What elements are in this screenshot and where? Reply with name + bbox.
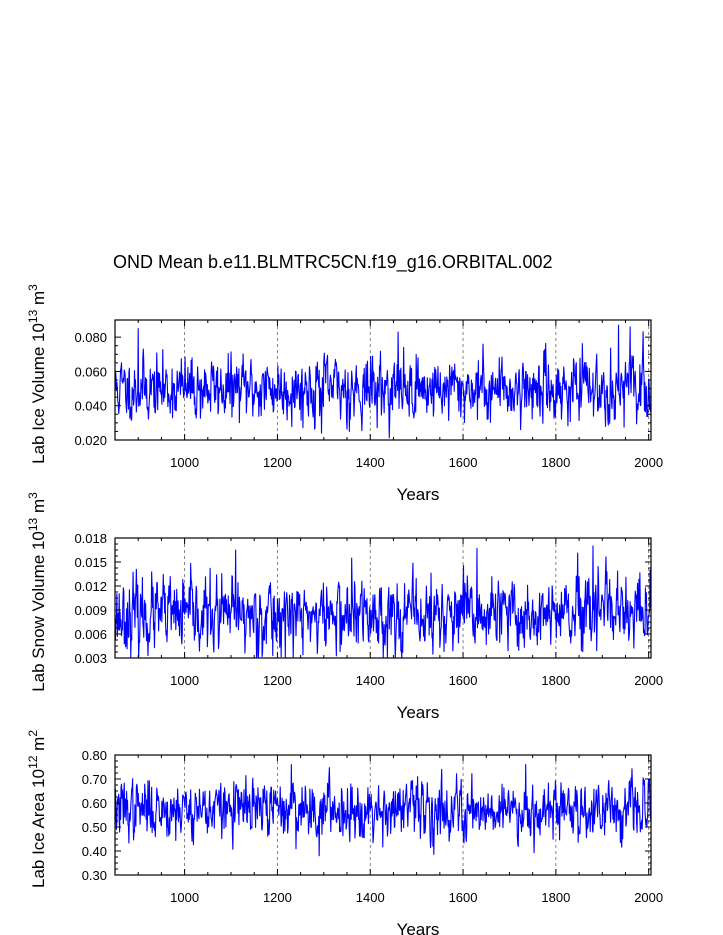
x-tick-label: 1800 [541, 455, 570, 470]
y-tick-label: 0.50 [82, 820, 107, 835]
x-tick-label: 1200 [263, 455, 292, 470]
x-tick-label: 2000 [634, 455, 663, 470]
y-tick-label: 0.015 [74, 555, 107, 570]
x-tick-label: 2000 [634, 673, 663, 688]
y-tick-label: 0.009 [74, 603, 107, 618]
x-tick-label: 1400 [356, 455, 385, 470]
x-tick-label: 1600 [449, 890, 478, 905]
x-axis-title: Years [397, 920, 440, 935]
x-tick-label: 1400 [356, 673, 385, 688]
x-tick-label: 2000 [634, 890, 663, 905]
x-tick-label: 1000 [170, 890, 199, 905]
x-tick-label: 1000 [170, 673, 199, 688]
y-tick-label: 0.080 [74, 330, 107, 345]
y-tick-label: 0.40 [82, 844, 107, 859]
y-tick-label: 0.80 [82, 748, 107, 763]
y-tick-label: 0.018 [74, 531, 107, 546]
series-line-lab-ice-volume [114, 324, 652, 439]
x-axis-title: Years [397, 485, 440, 504]
y-tick-label: 0.040 [74, 399, 107, 414]
y-tick-label: 0.020 [74, 433, 107, 448]
x-axis-title: Years [397, 703, 440, 722]
y-axis-title: Lab Ice Volume 1013 m3 [26, 284, 48, 464]
y-tick-label: 0.012 [74, 579, 107, 594]
panel-1: 1000 1200 1400 1600 1800 2000 Years 0.020 0.040 0… [26, 284, 663, 504]
y-tick-label: 0.70 [82, 772, 107, 787]
figure-title: OND Mean b.e11.BLMTRC5CN.f19_g16.ORBITAL… [113, 252, 553, 273]
x-tick-label: 1800 [541, 673, 570, 688]
x-tick-label: 1200 [263, 673, 292, 688]
panel-2: 1000 1200 1400 1600 1800 2000 Years 0.003 0.006 0… [26, 492, 663, 722]
y-tick-label: 0.30 [82, 868, 107, 883]
series-line-lab-ice-area [114, 764, 652, 857]
y-tick-label: 0.60 [82, 796, 107, 811]
x-tick-label: 1000 [170, 455, 199, 470]
y-axis-title: Lab Snow Volume 1013 m3 [26, 492, 48, 692]
y-axis-title: Lab Ice Area 1012 m2 [26, 730, 48, 888]
series-line-lab-snow-volume [114, 545, 652, 659]
y-tick-label: 0.060 [74, 364, 107, 379]
panel-3: 1000 1200 1400 1600 1800 2000 Years 0.30 0.40 0.5… [26, 730, 663, 935]
y-tick-label: 0.003 [74, 651, 107, 666]
panels: 1000 1200 1400 1600 1800 2000 Years 0.020 0.040 0… [26, 284, 663, 935]
x-tick-label: 1800 [541, 890, 570, 905]
x-tick-label: 1400 [356, 890, 385, 905]
y-tick-label: 0.006 [74, 627, 107, 642]
x-tick-label: 1600 [449, 455, 478, 470]
x-tick-label: 1200 [263, 890, 292, 905]
x-tick-label: 1600 [449, 673, 478, 688]
